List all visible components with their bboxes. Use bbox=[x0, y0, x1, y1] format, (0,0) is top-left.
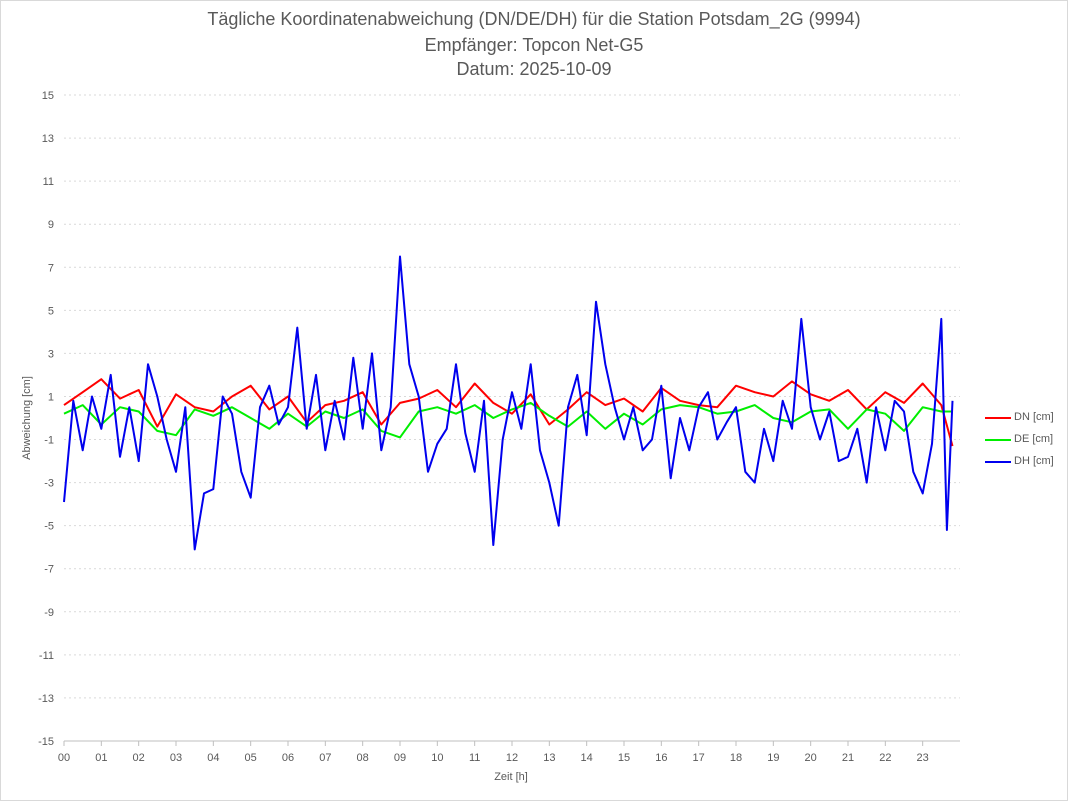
x-tick-label: 16 bbox=[655, 752, 667, 764]
series-line-dn bbox=[63, 378, 954, 447]
x-tick-label: 08 bbox=[357, 752, 369, 764]
y-tick-label: -7 bbox=[44, 564, 54, 576]
x-tick-label: 23 bbox=[917, 752, 929, 764]
x-tick-label: 09 bbox=[394, 752, 406, 764]
y-tick-label: -11 bbox=[39, 650, 54, 662]
x-tick-label: 05 bbox=[245, 752, 257, 764]
x-tick-label: 21 bbox=[842, 752, 854, 764]
y-tick-label: -5 bbox=[44, 521, 54, 533]
y-tick-label: -3 bbox=[44, 478, 54, 490]
x-axis-label: Zeit [h] bbox=[494, 771, 528, 783]
x-tick-label: 18 bbox=[730, 752, 742, 764]
x-tick-label: 11 bbox=[469, 752, 480, 764]
series-line-dh bbox=[63, 255, 954, 551]
legend-swatch bbox=[985, 417, 1011, 419]
grid-layer bbox=[64, 94, 960, 742]
y-tick-label: 5 bbox=[48, 305, 54, 317]
x-tick-label: 12 bbox=[506, 752, 518, 764]
x-tick-label: 14 bbox=[581, 752, 593, 764]
y-axis-label: Abweichung [cm] bbox=[21, 376, 33, 460]
x-tick-label: 01 bbox=[95, 752, 107, 764]
y-tick-label: -13 bbox=[38, 693, 54, 705]
y-tick-label: 1 bbox=[48, 391, 54, 403]
x-tick-label: 15 bbox=[618, 752, 630, 764]
y-tick-label: 11 bbox=[43, 176, 54, 188]
legend-label: DN [cm] bbox=[1014, 411, 1054, 423]
x-tick-label: 02 bbox=[133, 752, 145, 764]
chart-subtitle-date: Datum: 2025-10-09 bbox=[456, 59, 612, 79]
series-layer bbox=[63, 255, 954, 551]
x-tick-label: 06 bbox=[282, 752, 294, 764]
chart-title: Tägliche Koordinatenabweichung (DN/DE/DH… bbox=[207, 9, 861, 29]
legend-label: DE [cm] bbox=[1014, 433, 1054, 445]
y-tick-label: 3 bbox=[48, 348, 54, 360]
x-tick-label: 17 bbox=[693, 752, 705, 764]
x-tick-label: 13 bbox=[543, 752, 555, 764]
y-tick-label: -1 bbox=[44, 435, 54, 447]
x-tick-label: 10 bbox=[431, 752, 443, 764]
x-tick-label: 20 bbox=[805, 752, 817, 764]
axis-layer: 15 13 11 9 7 5 3 1 -1 -3 -5 -7 -9 -11 -13 -15 00 01 02 03 04… bbox=[38, 90, 960, 764]
x-tick-label: 00 bbox=[58, 752, 70, 764]
x-tick-label: 04 bbox=[207, 752, 219, 764]
chart-subtitle-receiver: Empfänger: Topcon Net-G5 bbox=[424, 35, 644, 55]
y-tick-label: 9 bbox=[48, 219, 54, 231]
y-tick-label: 13 bbox=[42, 133, 54, 145]
series-line-de bbox=[63, 401, 953, 439]
legend-swatch bbox=[985, 461, 1011, 463]
legend-swatch bbox=[985, 439, 1011, 441]
y-tick-label: -9 bbox=[44, 607, 54, 619]
x-tick-label: 22 bbox=[879, 752, 891, 764]
y-tick-label: 15 bbox=[42, 90, 54, 102]
legend-label: DH [cm] bbox=[1014, 455, 1054, 467]
y-tick-label: 7 bbox=[48, 262, 54, 274]
y-tick-label: -15 bbox=[38, 736, 54, 748]
x-tick-label: 07 bbox=[319, 752, 331, 764]
x-tick-label: 03 bbox=[170, 752, 182, 764]
x-tick-label: 19 bbox=[767, 752, 779, 764]
